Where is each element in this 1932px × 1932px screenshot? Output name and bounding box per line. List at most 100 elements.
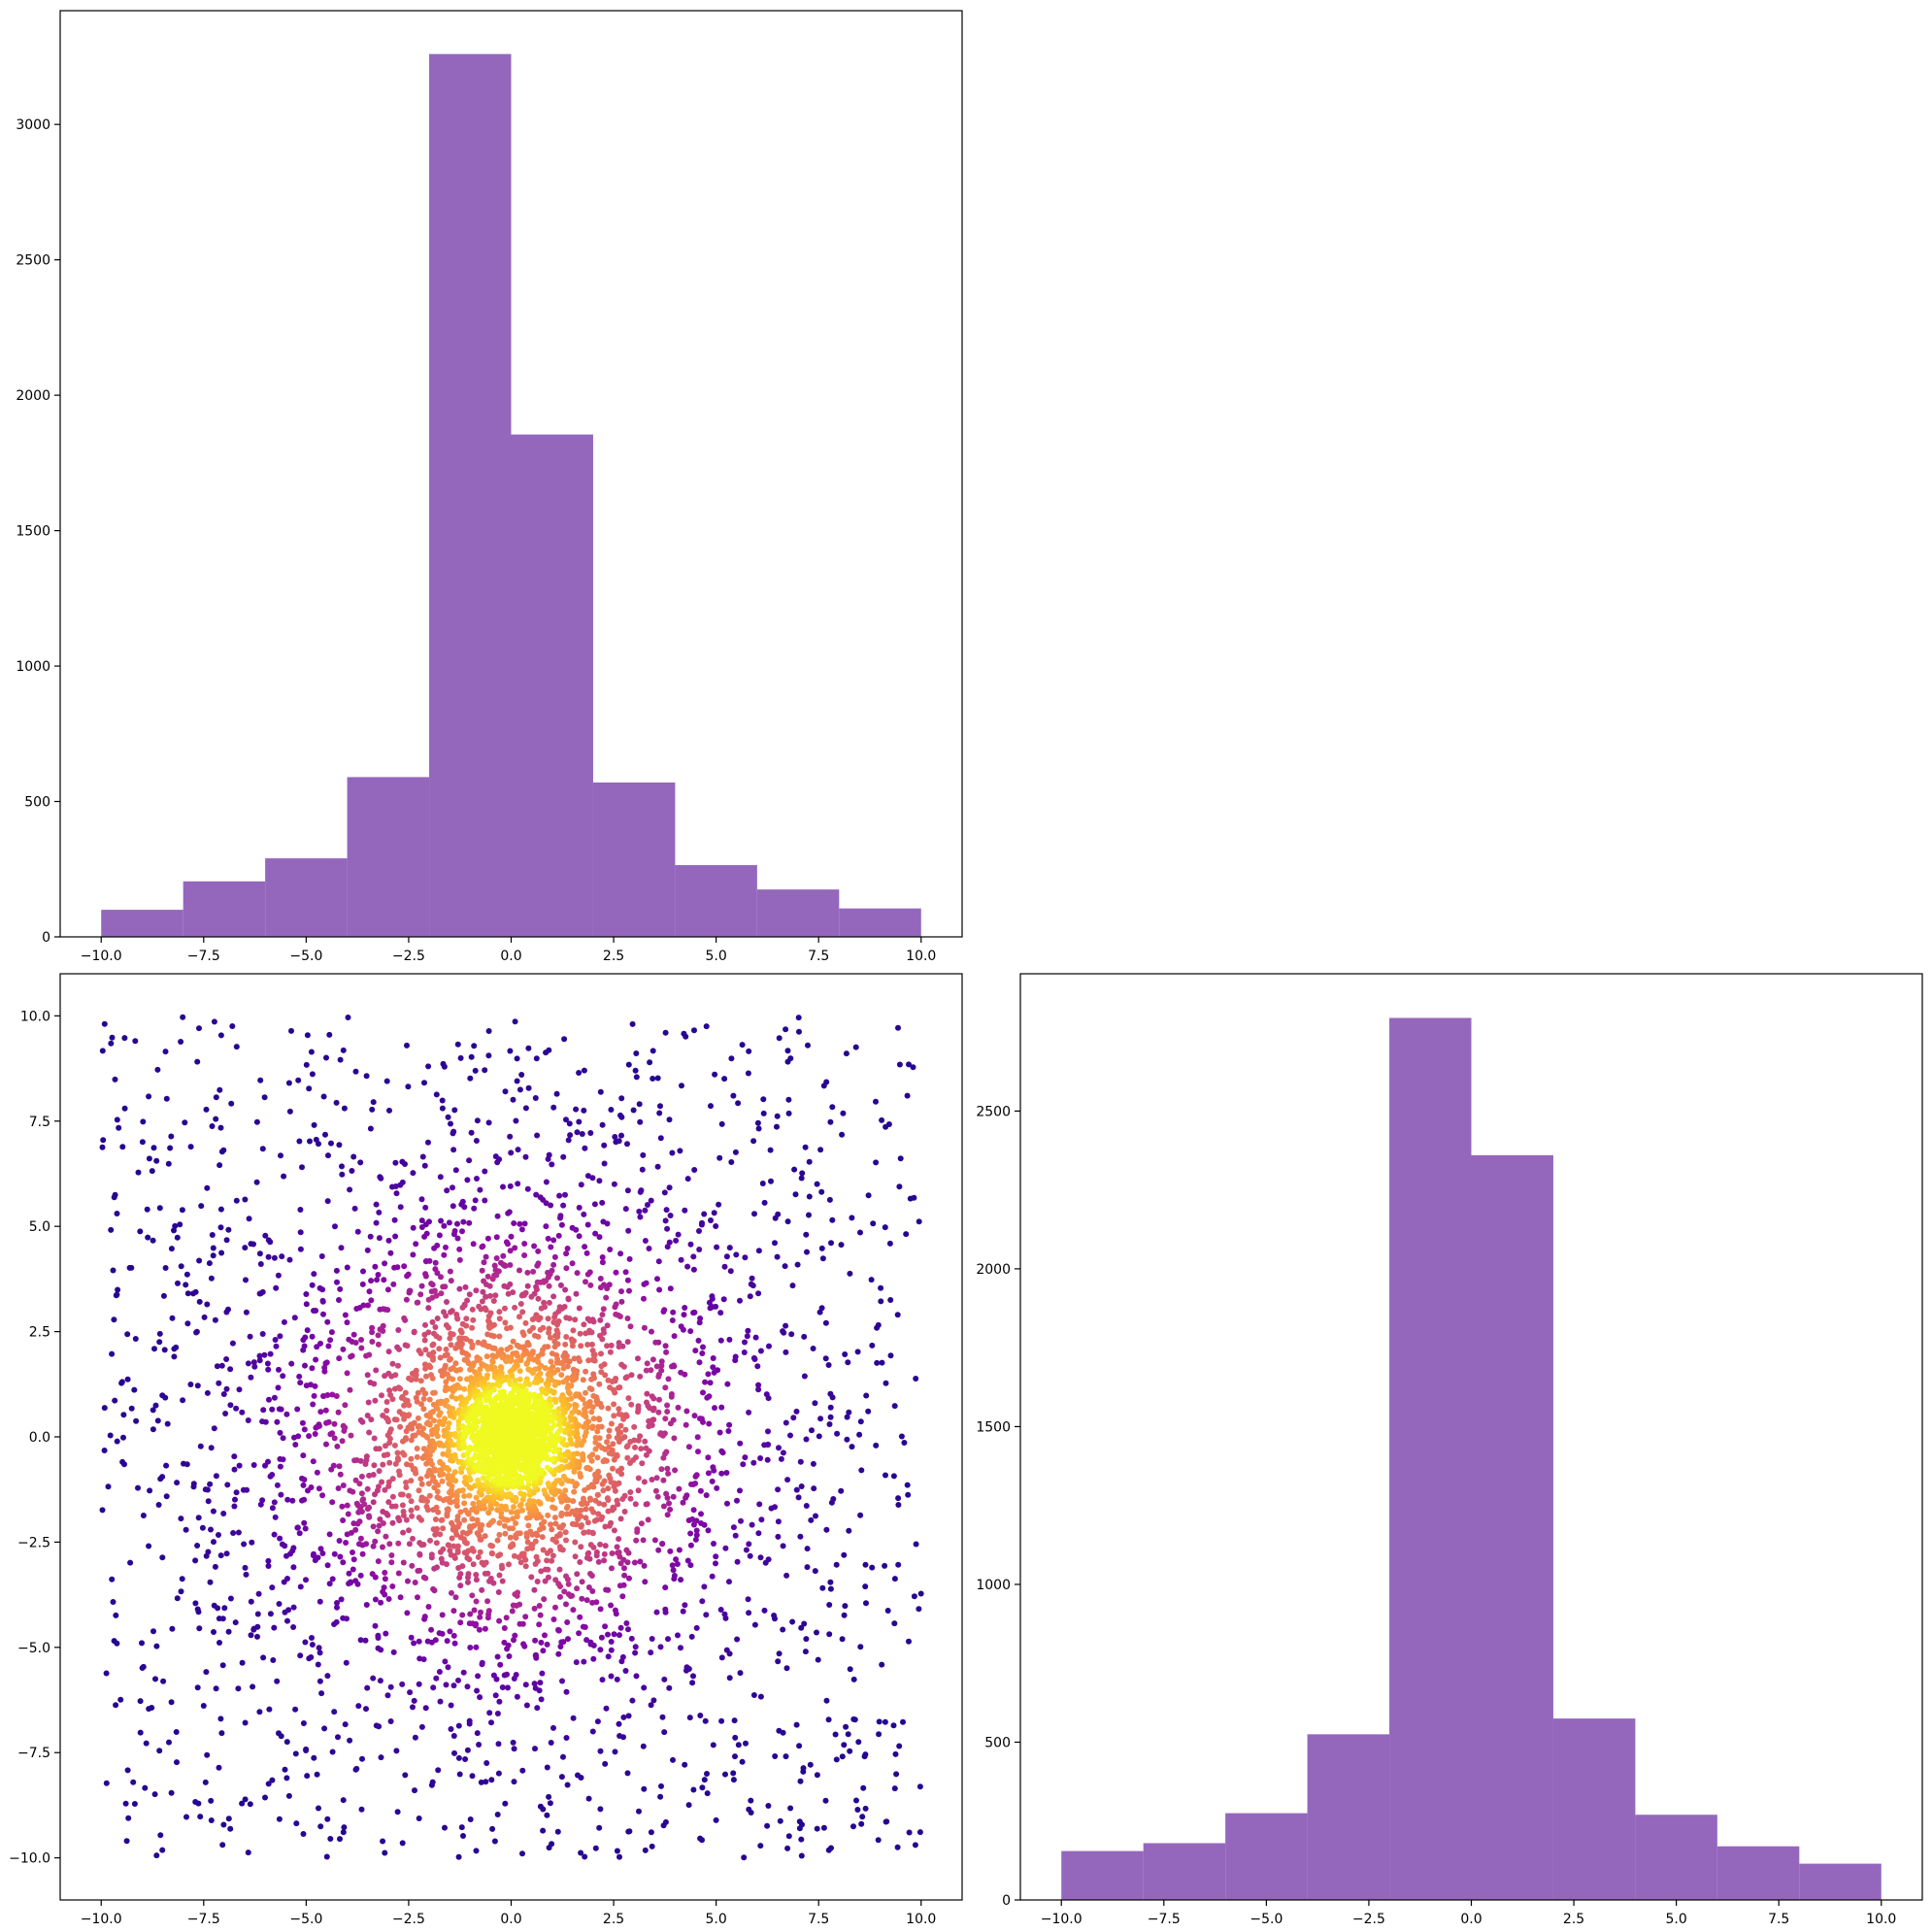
scatter-point [446, 1467, 452, 1473]
scatter-point [580, 1623, 586, 1630]
scatter-point [450, 1733, 457, 1739]
scatter-point [840, 1110, 847, 1116]
scatter-point [531, 1681, 538, 1687]
scatter-point [670, 1309, 677, 1316]
scatter-point [276, 1730, 282, 1737]
scatter-point [559, 1678, 565, 1684]
scatter-point [373, 1219, 380, 1226]
scatter-point [497, 1396, 504, 1403]
scatter-point [586, 1495, 593, 1502]
scatter-point [550, 1724, 556, 1731]
scatter-point [535, 1498, 542, 1505]
scatter-point [726, 1579, 732, 1585]
scatter-point [360, 1496, 367, 1503]
scatter-point [442, 1824, 448, 1831]
scatter-point [599, 1677, 606, 1683]
scatter-point [730, 1092, 737, 1099]
scatter-point [750, 1138, 757, 1145]
scatter-point [879, 1661, 885, 1668]
scatter-point [732, 1734, 739, 1741]
scatter-point [254, 1623, 261, 1630]
scatter-point [426, 1451, 433, 1458]
scatter-point [612, 1134, 618, 1140]
scatter-point [669, 1317, 676, 1323]
scatter-point [704, 1790, 711, 1797]
scatter-point [369, 1324, 376, 1331]
scatter-point [440, 1546, 447, 1552]
scatter-point [364, 1684, 371, 1691]
scatter-point [447, 1356, 452, 1363]
scatter-point [578, 1849, 584, 1856]
scatter-point [858, 1467, 865, 1474]
scatter-point [394, 1455, 401, 1461]
scatter-point [608, 1602, 615, 1609]
scatter-point [376, 1446, 383, 1452]
scatter-point [169, 1315, 176, 1321]
scatter-point [574, 1585, 581, 1592]
scatter-point [152, 1402, 159, 1409]
scatter-point [380, 1838, 386, 1845]
scatter-point [260, 1407, 267, 1414]
scatter-point [582, 1853, 588, 1860]
scatter-point [561, 1036, 568, 1043]
scatter-point [627, 1460, 633, 1466]
scatter-point [723, 1253, 730, 1260]
scatter-point [534, 1279, 541, 1285]
scatter-point [452, 1345, 459, 1351]
scatter-point [183, 1282, 189, 1288]
scatter-point [562, 1191, 568, 1198]
scatter-point [597, 1316, 604, 1323]
scatter-point [597, 1088, 604, 1095]
scatter-point [594, 1454, 601, 1461]
scatter-point [474, 1730, 481, 1737]
histogram-bar [265, 858, 348, 937]
scatter-point [696, 1228, 702, 1234]
scatter-point [470, 1316, 477, 1323]
scatter-point [746, 1409, 752, 1416]
scatter-point [746, 1806, 752, 1813]
scatter-point [444, 1561, 450, 1568]
scatter-point [392, 1159, 399, 1166]
scatter-point [343, 1540, 350, 1546]
scatter-point [705, 1454, 712, 1461]
scatter-point [802, 1649, 809, 1655]
scatter-point [601, 1557, 608, 1564]
scatter-point [737, 1297, 743, 1304]
scatter-point [841, 1551, 848, 1558]
scatter-point [316, 1649, 323, 1656]
scatter-point [344, 1616, 350, 1622]
scatter-point [735, 1742, 742, 1749]
scatter-point [541, 1596, 548, 1603]
scatter-point [828, 1845, 834, 1851]
scatter-point [429, 1282, 436, 1288]
histogram-bar [592, 783, 676, 937]
scatter-point [572, 1392, 579, 1399]
scatter-point [904, 1092, 911, 1099]
scatter-point [356, 1481, 363, 1487]
scatter-point [460, 1218, 467, 1225]
scatter-point [417, 1350, 424, 1357]
scatter-point [550, 1293, 557, 1300]
scatter-point [451, 1749, 457, 1756]
scatter-point [100, 1137, 107, 1144]
scatter-point [716, 1154, 723, 1161]
scatter-point [358, 1490, 365, 1497]
scatter-point [309, 1642, 316, 1648]
scatter-point [576, 1233, 583, 1240]
scatter-point [336, 1297, 342, 1303]
scatter-point [662, 1818, 669, 1825]
scatter-point [426, 1396, 433, 1403]
scatter-point [648, 1649, 654, 1656]
scatter-point [547, 1800, 553, 1807]
scatter-point [691, 1167, 698, 1173]
scatter-point [662, 1343, 669, 1349]
scatter-point [828, 1499, 835, 1506]
scatter-point [394, 1264, 401, 1271]
scatter-point [572, 1316, 579, 1323]
scatter-point [526, 1328, 533, 1334]
scatter-point [461, 1444, 468, 1450]
scatter-point [578, 1544, 584, 1550]
scatter-point [210, 1508, 217, 1515]
scatter-point [412, 1432, 418, 1439]
scatter-point [745, 1596, 751, 1603]
